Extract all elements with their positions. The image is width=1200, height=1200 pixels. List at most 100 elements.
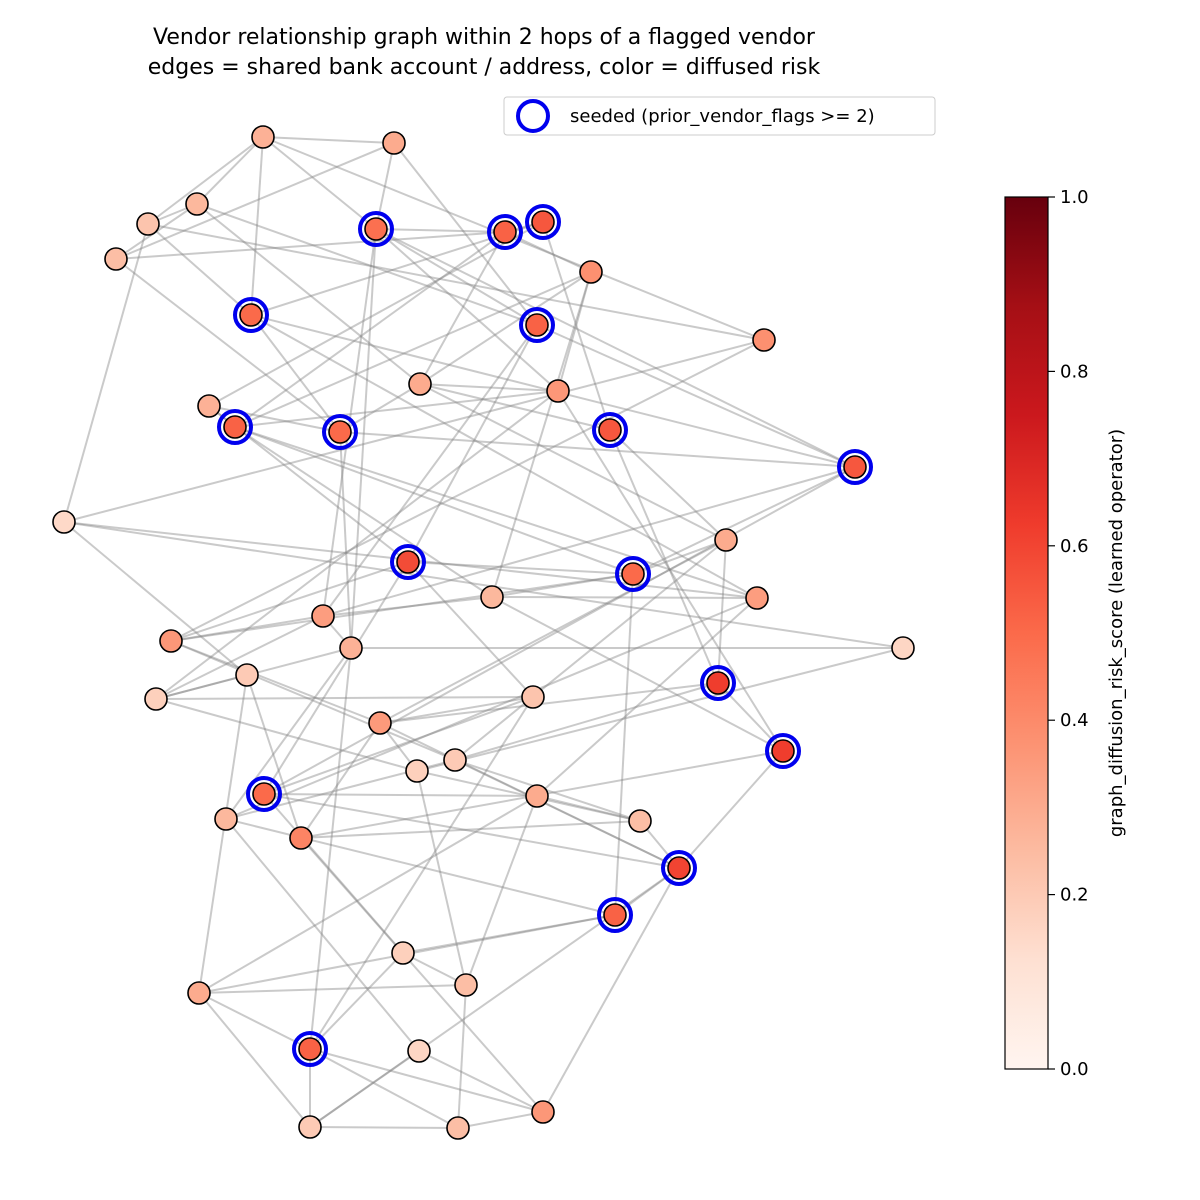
graph-edge — [63, 223, 149, 523]
graph-edge — [147, 223, 252, 316]
vendor-node — [706, 671, 730, 695]
edges-layer — [63, 136, 904, 1129]
graph-edge — [454, 759, 680, 869]
vendor-node — [144, 687, 168, 711]
graph-edge — [155, 615, 324, 700]
nodes-layer — [52, 125, 915, 1140]
vendor-node — [525, 313, 549, 337]
legend-frame — [503, 96, 936, 136]
graph-edge — [63, 521, 904, 649]
vendor-node — [311, 604, 335, 628]
seed-ring — [525, 204, 561, 240]
seed-ring — [358, 211, 394, 247]
graph-edge — [407, 561, 634, 575]
figure-title-line2: edges = shared bank account / address, c… — [148, 55, 821, 80]
graph-edge — [402, 914, 616, 954]
legend-label: seeded (prior_vendor_flags >= 2) — [570, 106, 875, 127]
vendor-node — [289, 826, 313, 850]
graph-edge — [155, 698, 418, 772]
graph-edge — [632, 466, 856, 575]
vendor-node — [328, 420, 352, 444]
graph-edge — [322, 596, 493, 617]
seed-rings-layer — [217, 204, 873, 1067]
seed-ring — [292, 1031, 328, 1067]
graph-edge — [170, 573, 634, 642]
vendor-node — [159, 629, 183, 653]
graph-edge — [63, 521, 248, 676]
colorbar: 0.0 0.2 0.4 0.6 0.8 1.0 graph_diffusion_risk_… — [1004, 187, 1127, 1080]
graph-edge — [115, 258, 341, 433]
graph-edge — [419, 383, 727, 541]
figure-title-line1: Vendor relationship graph within 2 hops … — [153, 25, 816, 50]
graph-edge — [339, 431, 856, 468]
graph-edge — [717, 539, 727, 684]
colorbar-tick-label: 0.4 — [1060, 710, 1089, 731]
graph-edge — [454, 539, 727, 761]
vendor-node — [382, 131, 406, 155]
graph-edge — [557, 390, 784, 752]
colorbar-tick-label: 1.0 — [1060, 187, 1089, 208]
graph-edge — [262, 136, 377, 230]
graph-edge — [263, 793, 404, 954]
graph-edge — [198, 795, 538, 994]
graph-edge — [250, 221, 544, 316]
vendor-node — [235, 663, 259, 687]
seed-ring — [390, 544, 426, 580]
graph-edge — [234, 426, 634, 575]
vendor-node — [405, 759, 429, 783]
graph-edge — [309, 696, 534, 1050]
vendor-node — [197, 394, 221, 418]
vendor-node — [368, 711, 392, 735]
colorbar-label: graph_diffusion_risk_score (learned oper… — [1106, 429, 1127, 837]
vendor-node — [223, 415, 247, 439]
vendor-node — [546, 379, 570, 403]
colorbar-ticks: 0.0 0.2 0.4 0.6 0.8 1.0 — [1048, 187, 1089, 1080]
graph-edge — [263, 793, 538, 797]
vendor-node — [104, 247, 128, 271]
graph-edge — [234, 231, 506, 428]
vendor-node — [298, 1037, 322, 1061]
graph-edge — [196, 203, 538, 326]
graph-edge — [170, 640, 456, 761]
graph-edge — [225, 597, 758, 820]
vendor-node — [443, 748, 467, 772]
vendor-node — [391, 941, 415, 965]
graph-edge — [170, 640, 381, 724]
graph-edge — [322, 324, 538, 617]
vendor-node — [628, 809, 652, 833]
vendor-node — [531, 1100, 555, 1124]
graph-edge — [557, 271, 592, 392]
vendor-node — [454, 973, 478, 997]
colorbar-tick-label: 0.0 — [1060, 1059, 1089, 1080]
colorbar-tick-label: 0.6 — [1060, 536, 1089, 557]
graph-edge — [225, 818, 616, 916]
vendor-node — [252, 782, 276, 806]
graph-edge — [263, 793, 680, 869]
graph-edge — [375, 228, 538, 326]
graph-edge — [379, 682, 719, 724]
graph-edge — [379, 539, 727, 724]
graph-edge — [375, 228, 506, 233]
vendor-node — [407, 1039, 431, 1063]
vendor-node — [446, 1116, 470, 1140]
vendor-node — [745, 586, 769, 610]
graph-edge — [375, 228, 856, 468]
graph-edge — [262, 136, 395, 144]
graph-edge — [263, 466, 856, 795]
graph-edge — [457, 984, 467, 1129]
vendor-node — [621, 562, 645, 586]
vendor-node — [603, 903, 627, 927]
vendor-node — [185, 192, 209, 216]
seed-ring — [487, 214, 523, 250]
graph-edge — [234, 271, 592, 428]
vendor-node — [52, 510, 76, 534]
graph-edge — [208, 221, 544, 407]
graph-edge — [454, 682, 719, 761]
graph-edge — [250, 136, 264, 316]
vendor-node — [525, 784, 549, 808]
seed-ring — [661, 850, 697, 886]
graph-edge — [454, 759, 641, 822]
graph-edge — [418, 1050, 544, 1113]
legend: seeded (prior_vendor_flags >= 2) — [503, 96, 936, 136]
